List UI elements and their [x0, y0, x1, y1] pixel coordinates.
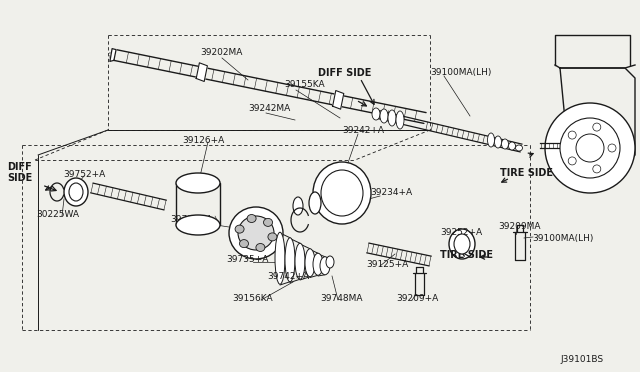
Text: SIDE: SIDE [7, 173, 32, 183]
Ellipse shape [238, 216, 274, 250]
Circle shape [568, 157, 576, 165]
Ellipse shape [509, 142, 515, 150]
Ellipse shape [488, 133, 495, 147]
Text: 39748MA: 39748MA [320, 294, 362, 303]
Ellipse shape [313, 162, 371, 224]
Text: 39100MA(LH): 39100MA(LH) [430, 68, 492, 77]
Text: 39752+A: 39752+A [63, 170, 105, 179]
Ellipse shape [495, 136, 502, 148]
Circle shape [576, 134, 604, 162]
Text: 39155KA: 39155KA [284, 80, 324, 89]
Circle shape [560, 118, 620, 178]
Ellipse shape [295, 243, 305, 279]
Ellipse shape [380, 109, 388, 123]
Text: 39742+A: 39742+A [267, 272, 309, 281]
Ellipse shape [268, 233, 277, 241]
Ellipse shape [247, 215, 256, 222]
Ellipse shape [293, 197, 303, 215]
Ellipse shape [239, 240, 248, 248]
Ellipse shape [313, 253, 323, 275]
Circle shape [568, 131, 576, 139]
Text: 39242+A: 39242+A [342, 126, 384, 135]
Ellipse shape [64, 178, 88, 206]
Ellipse shape [320, 257, 330, 275]
Ellipse shape [285, 238, 295, 282]
Ellipse shape [229, 207, 283, 259]
Text: 39209MA: 39209MA [498, 222, 541, 231]
Text: 39242MA: 39242MA [248, 104, 291, 113]
Circle shape [545, 103, 635, 193]
Ellipse shape [69, 183, 83, 201]
Polygon shape [196, 63, 207, 81]
Text: 39234+A: 39234+A [370, 188, 412, 197]
Text: 39125+A: 39125+A [366, 260, 408, 269]
Ellipse shape [502, 139, 509, 149]
Ellipse shape [388, 110, 396, 126]
Text: TIRE SIDE: TIRE SIDE [440, 250, 493, 260]
Ellipse shape [256, 244, 265, 251]
Text: J39101BS: J39101BS [560, 355, 603, 364]
Text: 39126+A: 39126+A [182, 136, 224, 145]
Circle shape [593, 123, 601, 131]
Ellipse shape [275, 232, 285, 284]
Text: 39209+A: 39209+A [396, 294, 438, 303]
Ellipse shape [264, 218, 273, 227]
Text: 39735+A: 39735+A [226, 255, 268, 264]
Ellipse shape [176, 173, 220, 193]
Circle shape [593, 165, 601, 173]
Ellipse shape [372, 108, 380, 120]
Text: 39734+A: 39734+A [170, 215, 212, 224]
Text: DIFF SIDE: DIFF SIDE [318, 68, 371, 78]
Ellipse shape [321, 170, 363, 216]
Text: 30225WA: 30225WA [36, 210, 79, 219]
Text: 39252+A: 39252+A [440, 228, 482, 237]
Text: 39100MA(LH): 39100MA(LH) [532, 234, 593, 243]
Ellipse shape [309, 192, 321, 214]
Ellipse shape [454, 234, 470, 254]
Text: TIRE SIDE: TIRE SIDE [500, 168, 553, 178]
Ellipse shape [305, 249, 315, 277]
Text: 39202MA: 39202MA [200, 48, 243, 57]
Ellipse shape [449, 229, 475, 259]
Ellipse shape [176, 215, 220, 235]
Circle shape [608, 144, 616, 152]
Ellipse shape [235, 225, 244, 233]
Polygon shape [110, 49, 116, 61]
Text: 39156KA: 39156KA [232, 294, 273, 303]
Ellipse shape [515, 145, 522, 151]
Polygon shape [333, 90, 344, 109]
Text: DIFF: DIFF [7, 162, 32, 172]
Ellipse shape [326, 256, 334, 268]
Ellipse shape [396, 111, 404, 129]
